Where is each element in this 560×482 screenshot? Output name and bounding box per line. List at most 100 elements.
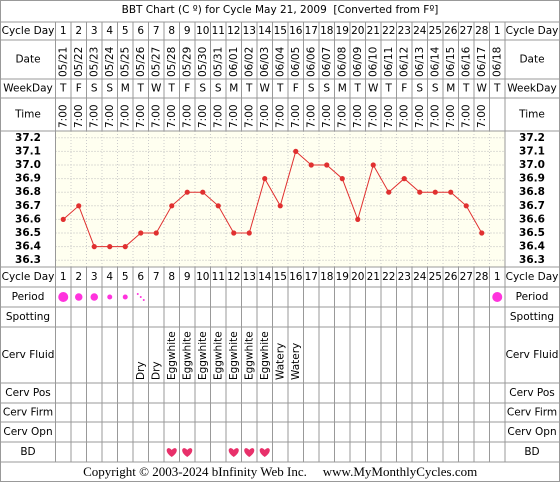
time: 7:00 bbox=[290, 104, 302, 128]
cycle-day: 13 bbox=[243, 25, 256, 37]
period-mark bbox=[107, 294, 113, 300]
weekday: T bbox=[462, 83, 470, 95]
row-label: Date bbox=[15, 54, 40, 66]
row-label: WeekDay bbox=[507, 83, 557, 95]
cerv-fluid: Watery bbox=[290, 343, 302, 380]
row-label: Date bbox=[519, 54, 544, 66]
cycle-day: 21 bbox=[367, 271, 380, 283]
row-label: Period bbox=[12, 291, 45, 303]
time: 7:00 bbox=[460, 104, 472, 128]
cycle-day: 23 bbox=[398, 25, 411, 37]
cerv-fluid: Eggwhite bbox=[243, 331, 255, 380]
cycle-day: 18 bbox=[320, 271, 333, 283]
weekday: W bbox=[477, 83, 488, 95]
row-label: Time bbox=[518, 109, 545, 121]
weekday: T bbox=[137, 83, 145, 95]
cycle-day: 14 bbox=[258, 25, 272, 37]
cycle-day: 12 bbox=[227, 25, 240, 37]
date: 06/18 bbox=[491, 47, 503, 77]
weekday: S bbox=[106, 83, 113, 95]
date: 05/28 bbox=[166, 47, 178, 77]
time: 7:00 bbox=[243, 104, 255, 128]
date: 06/01 bbox=[228, 47, 240, 77]
y-tick-label: 37.1 bbox=[15, 145, 41, 157]
weekday: F bbox=[76, 83, 82, 95]
date: 05/21 bbox=[57, 47, 69, 77]
period-mark bbox=[492, 292, 503, 302]
temperature-point bbox=[339, 176, 345, 182]
cycle-day: 22 bbox=[382, 271, 395, 283]
row-label: Cerv Fluid bbox=[2, 349, 55, 361]
cycle-day: 17 bbox=[305, 25, 318, 37]
temperature-point bbox=[324, 162, 330, 168]
time: 7:00 bbox=[476, 104, 488, 128]
date: 06/07 bbox=[321, 47, 333, 77]
time: 7:00 bbox=[336, 104, 348, 128]
row-label: Time bbox=[14, 109, 41, 121]
cycle-day: 16 bbox=[289, 25, 303, 37]
time: 7:00 bbox=[104, 104, 116, 128]
temperature-point bbox=[246, 230, 252, 236]
y-tick-label: 37.2 bbox=[519, 132, 545, 144]
temperature-point bbox=[401, 176, 407, 182]
date: 06/05 bbox=[290, 47, 302, 77]
date: 06/10 bbox=[367, 47, 379, 77]
weekday: M bbox=[229, 83, 238, 95]
time: 7:00 bbox=[212, 104, 224, 128]
cycle-day: 2 bbox=[75, 271, 82, 283]
cycle-day: 10 bbox=[196, 25, 209, 37]
bd-heart bbox=[228, 448, 239, 457]
date: 06/02 bbox=[243, 47, 255, 77]
cycle-day: 5 bbox=[122, 271, 129, 283]
row-label: Cycle Day bbox=[2, 25, 55, 37]
cycle-day: 28 bbox=[475, 25, 488, 37]
weekday: T bbox=[354, 83, 362, 95]
chart-title: BBT Chart (C º) for Cycle May 21, 2009 [… bbox=[122, 4, 439, 16]
y-tick-label: 36.6 bbox=[15, 213, 41, 225]
row-label: Cerv Firm bbox=[507, 407, 557, 419]
row-label: WeekDay bbox=[3, 83, 53, 95]
temperature-point bbox=[432, 189, 438, 195]
cycle-day: 27 bbox=[460, 25, 473, 37]
time: 7:00 bbox=[228, 104, 240, 128]
date: 06/15 bbox=[445, 47, 457, 77]
time: 7:00 bbox=[57, 104, 69, 128]
cycle-day: 23 bbox=[398, 271, 411, 283]
bd-heart bbox=[259, 448, 270, 457]
cerv-fluid: Eggwhite bbox=[166, 331, 178, 380]
date: 06/03 bbox=[259, 47, 271, 77]
site-link: www.MyMonthlyCycles.com bbox=[323, 464, 477, 479]
temperature-point bbox=[308, 162, 314, 168]
date: 06/04 bbox=[274, 46, 286, 77]
cycle-day: 14 bbox=[258, 271, 272, 283]
weekday: T bbox=[59, 83, 67, 95]
y-tick-label: 36.7 bbox=[15, 200, 41, 212]
date: 06/13 bbox=[414, 47, 426, 77]
row-label: Cerv Opn bbox=[3, 426, 52, 438]
cycle-day: 1 bbox=[494, 271, 501, 283]
cerv-fluid: Dry bbox=[135, 361, 147, 380]
weekday: S bbox=[215, 83, 222, 95]
time: 7:00 bbox=[321, 104, 333, 128]
weekday: T bbox=[385, 83, 393, 95]
time: 7:00 bbox=[429, 104, 441, 128]
temperature-point bbox=[169, 203, 175, 209]
cycle-day: 9 bbox=[184, 271, 191, 283]
cerv-fluid: Eggwhite bbox=[212, 331, 224, 380]
cycle-day: 25 bbox=[429, 271, 442, 283]
y-tick-label: 36.4 bbox=[519, 241, 545, 253]
temperature-line bbox=[62, 150, 483, 248]
row-label: Spotting bbox=[6, 311, 50, 323]
date: 06/11 bbox=[383, 47, 395, 77]
y-tick-label: 36.8 bbox=[519, 186, 545, 198]
row-label: Cerv Opn bbox=[507, 426, 556, 438]
cycle-day: 7 bbox=[153, 271, 160, 283]
cycle-day: 7 bbox=[153, 25, 160, 37]
date: 06/09 bbox=[352, 47, 364, 77]
cycle-day: 10 bbox=[196, 271, 209, 283]
cycle-day: 11 bbox=[212, 271, 225, 283]
date: 05/25 bbox=[119, 47, 131, 77]
row-label: Cycle Day bbox=[506, 25, 559, 37]
